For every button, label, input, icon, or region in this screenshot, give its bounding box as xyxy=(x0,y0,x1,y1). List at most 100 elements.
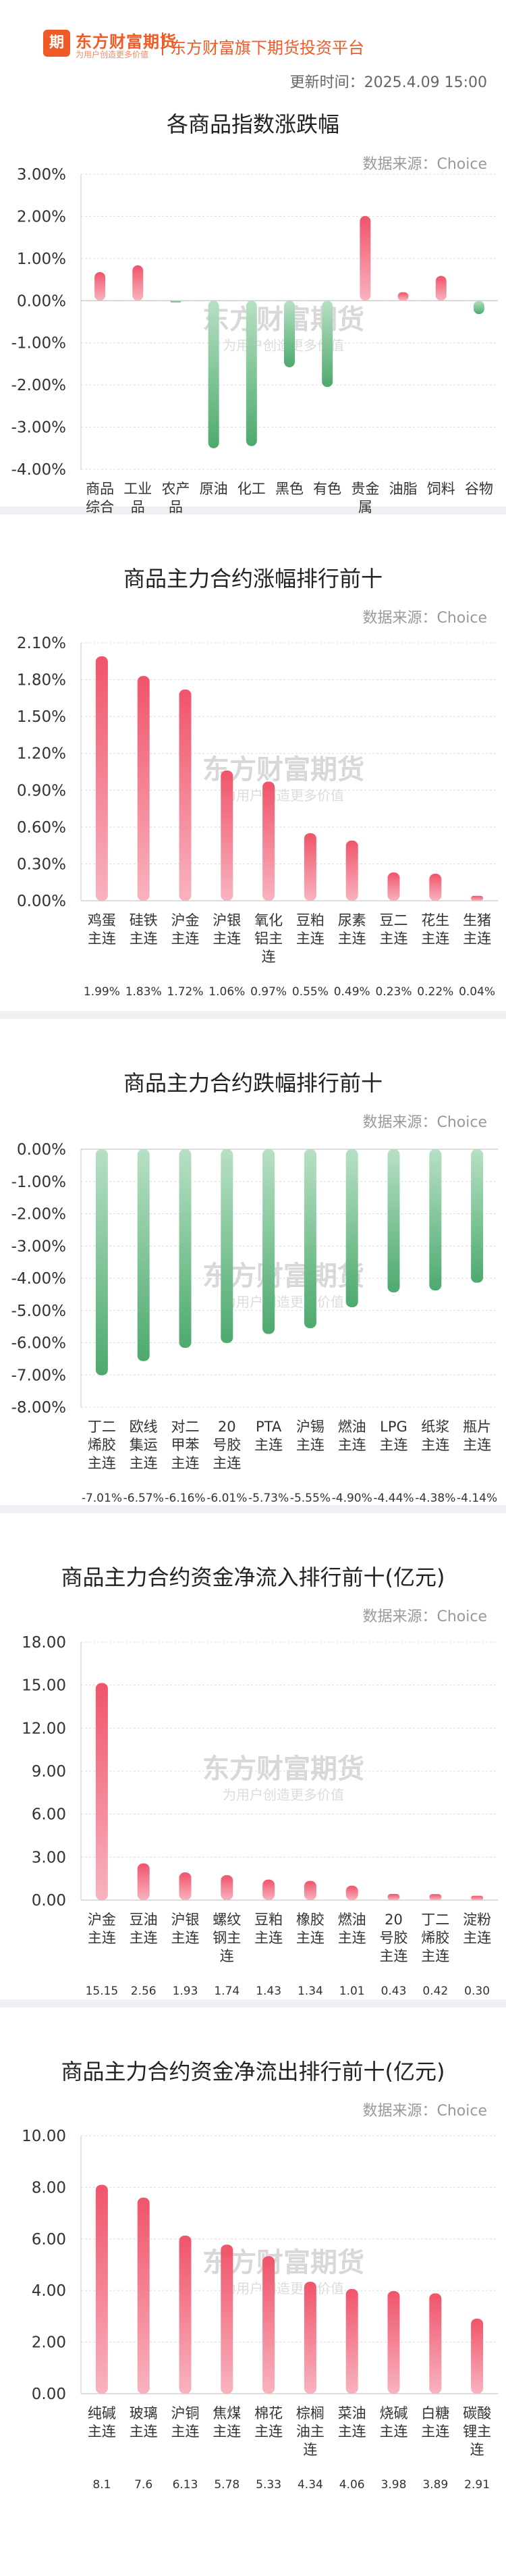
value-label: 0.30 xyxy=(464,1984,490,1998)
bar-1 xyxy=(95,1149,108,1375)
category-label: 工业品 xyxy=(123,481,152,515)
value-label: 0.23% xyxy=(375,985,412,999)
bar-7 xyxy=(322,300,333,388)
category-label: 生猪主连 xyxy=(463,912,491,947)
value-label: -4.90% xyxy=(332,1492,372,1505)
value-label: 5.78 xyxy=(214,2478,240,2492)
y-tick-label: -4.00% xyxy=(11,461,66,479)
y-tick-label: 0.00% xyxy=(17,292,66,310)
category-label: 豆粕主连 xyxy=(254,1912,283,1946)
bar-1 xyxy=(95,2184,108,2394)
value-label: -4.14% xyxy=(457,1492,497,1505)
category-label: 谷物 xyxy=(465,481,493,497)
bar-4 xyxy=(221,1875,233,1900)
y-tick-label: 4.00 xyxy=(32,2282,66,2300)
y-tick-label: 8.00 xyxy=(32,2179,66,2197)
bar-6 xyxy=(304,1149,316,1329)
watermark-sub: 为用户创造更多价值 xyxy=(223,2280,344,2296)
bar-9 xyxy=(429,1894,442,1900)
value-label: 3.89 xyxy=(422,2478,448,2492)
value-label: 0.55% xyxy=(292,985,329,999)
bar-10 xyxy=(435,275,447,301)
bar-3 xyxy=(179,2235,192,2394)
value-label: 4.06 xyxy=(339,2478,365,2492)
category-label: 油脂 xyxy=(389,481,418,497)
y-tick-label: -2.00% xyxy=(11,377,66,394)
category-label: 20 号胶主连 xyxy=(213,1419,241,1471)
chart-section-1: 各商品指数涨跌幅 数据来源：Choice 东方财富期货 为用户创造更多价值 3.00% 2… xyxy=(0,91,506,554)
value-label: 2.91 xyxy=(464,2478,490,2492)
category-label: LPG 主连 xyxy=(380,1419,408,1453)
bar-6 xyxy=(304,2282,316,2394)
bar-3 xyxy=(179,689,192,901)
category-label: 白糖主连 xyxy=(421,2405,449,2440)
bar-7 xyxy=(345,1149,358,1307)
category-label: 螺纹钢主连 xyxy=(213,1912,241,1964)
y-tick-label: -5.00% xyxy=(11,1303,66,1320)
category-label: 沪金主连 xyxy=(171,912,200,947)
y-tick-label: 0.00 xyxy=(32,2386,66,2403)
chart-section-3: 商品主力合约跌幅排行前十 数据来源：Choice 东方财富期货 为用户创造更多价值 0.… xyxy=(0,1019,506,1505)
category-label: 豆油主连 xyxy=(130,1912,158,1946)
value-label: 1.72% xyxy=(167,985,203,999)
value-label: 0.97% xyxy=(250,985,287,999)
category-label: 硅铁主连 xyxy=(130,912,158,947)
y-tick-label: -2.00% xyxy=(11,1206,66,1224)
bar-4 xyxy=(208,300,219,448)
value-label: -4.44% xyxy=(373,1492,414,1505)
y-tick-label: -8.00% xyxy=(11,1399,66,1417)
y-tick-label: 3.00 xyxy=(32,1849,66,1866)
value-label: -6.01% xyxy=(206,1492,247,1505)
y-tick-label: -1.00% xyxy=(11,335,66,352)
y-tick-label: 0.00 xyxy=(32,1892,66,1910)
bar-4 xyxy=(221,1149,233,1343)
category-label: 玻璃主连 xyxy=(130,2405,158,2440)
value-label: 0.22% xyxy=(417,985,453,999)
y-tick-label: 0.60% xyxy=(17,819,66,837)
category-label: 花生主连 xyxy=(421,912,449,947)
category-label: 丁二烯胶主连 xyxy=(421,1912,449,1964)
category-label: 沪金主连 xyxy=(88,1912,116,1946)
value-label: -7.01% xyxy=(82,1492,122,1505)
data-source-label: 数据来源：Choice xyxy=(362,610,487,627)
category-label: 焦煤主连 xyxy=(213,2405,241,2440)
chart-title: 商品主力合约涨幅排行前十 xyxy=(123,566,383,592)
bar-chart: 东方财富期货为用户创造更多价值10.008.006.004.002.000.00… xyxy=(22,2128,498,2492)
value-label: 1.43 xyxy=(256,1984,281,1998)
bar-5 xyxy=(262,1149,275,1334)
bar-1 xyxy=(94,271,106,301)
category-label: 丁二烯胶主连 xyxy=(88,1419,116,1471)
bar-5 xyxy=(262,1879,275,1900)
y-tick-label: -6.00% xyxy=(11,1335,66,1352)
y-tick-label: 6.00 xyxy=(32,1806,66,1824)
bar-chart: 东方财富期货为用户创造更多价值0.00%-1.00%-2.00%-3.00%-4… xyxy=(11,1141,498,1505)
value-label: -4.38% xyxy=(415,1492,455,1505)
category-label: 豆二主连 xyxy=(380,912,408,947)
bar-7 xyxy=(345,2288,358,2394)
brand-logo-icon: 期货 xyxy=(43,30,70,78)
category-label: 瓶片主连 xyxy=(463,1419,491,1453)
y-tick-label: -3.00% xyxy=(11,1238,66,1255)
category-label: PTA 主连 xyxy=(254,1419,283,1453)
y-tick-label: -1.00% xyxy=(11,1174,66,1191)
y-tick-label: 12.00 xyxy=(22,1720,66,1737)
category-label: 纸浆主连 xyxy=(421,1419,449,1453)
bar-1 xyxy=(95,1683,108,1900)
bar-2 xyxy=(132,265,144,301)
chart-title: 商品主力合约资金净流入排行前十(亿元) xyxy=(61,1565,445,1590)
y-tick-label: 10.00 xyxy=(22,2128,66,2145)
value-label: -6.57% xyxy=(123,1492,164,1505)
value-label: 4.34 xyxy=(298,2478,323,2492)
bar-1 xyxy=(95,656,108,901)
category-label: 碳酸锂主连 xyxy=(463,2405,491,2458)
bar-8 xyxy=(387,872,400,901)
bar-5 xyxy=(246,300,257,446)
bar-9 xyxy=(429,873,442,901)
bar-7 xyxy=(345,840,358,901)
value-label: 15.15 xyxy=(86,1984,119,1998)
category-label: 沪银主连 xyxy=(171,1912,200,1946)
bar-4 xyxy=(221,2244,233,2394)
bar-9 xyxy=(397,292,409,301)
category-label: 黑色 xyxy=(275,481,304,497)
bar-8 xyxy=(387,1893,400,1900)
